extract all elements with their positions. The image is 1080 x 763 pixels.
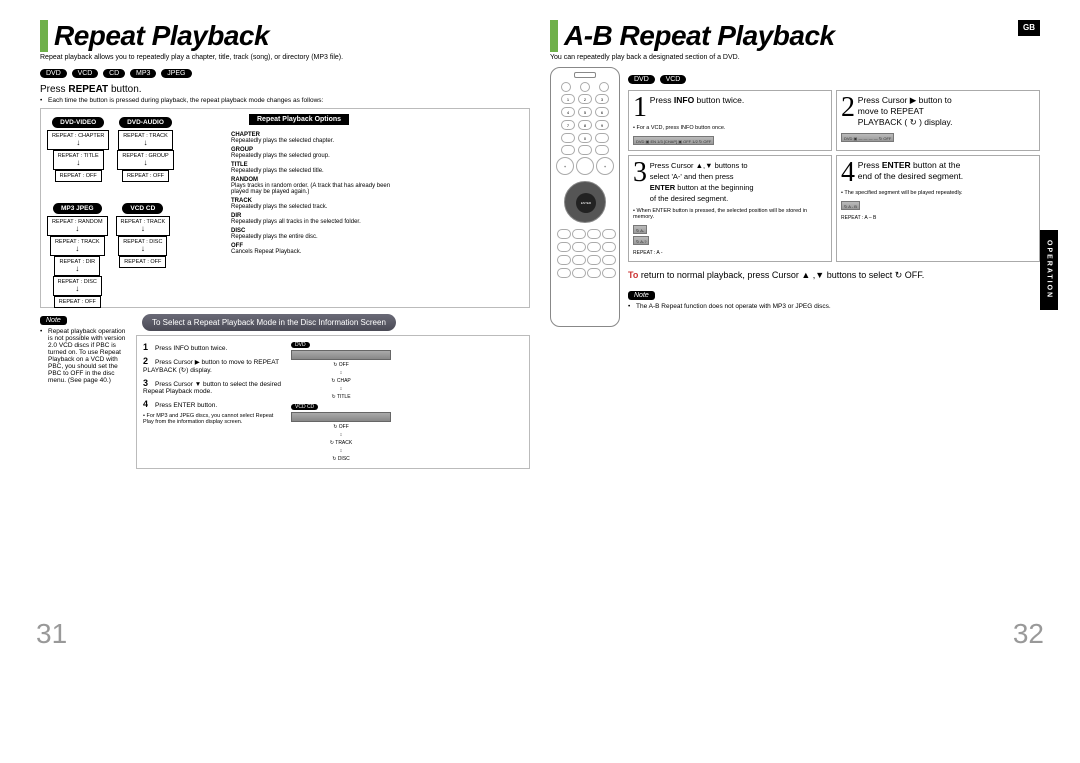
remote-control: 123 456 789 0 + + ENTER — [550, 67, 620, 327]
page-number-32: 32 — [1013, 618, 1044, 650]
ab-steps-grid: 1 Press INFO button twice. For a VCD, pr… — [628, 90, 1040, 262]
flow-dvd-video: DVD-VIDEO REPEAT : CHAPTER REPEAT : TITL… — [47, 115, 109, 182]
note-label-left: Note — [40, 316, 67, 325]
flow-vcd-cd: VCD CD REPEAT : TRACK REPEAT : DISC REPE… — [116, 201, 171, 308]
note-label-right: Note — [628, 291, 655, 300]
flow-mp3-jpeg: MP3 JPEG REPEAT : RANDOM REPEAT : TRACK … — [47, 201, 108, 308]
flow-diagram: DVD-VIDEO REPEAT : CHAPTER REPEAT : TITL… — [40, 108, 530, 308]
page-32: GB OPERATION A-B Repeat Playback You can… — [550, 20, 1040, 620]
pill-mp3: MP3 — [130, 69, 156, 78]
instruction-bullet-left: Each time the button is pressed during p… — [48, 97, 530, 104]
format-pills-right: DVD VCD — [628, 73, 1040, 84]
flow-dvd-audio: DVD-AUDIO REPEAT : TRACK REPEAT : GROUP … — [117, 115, 173, 182]
remote-enter: ENTER — [576, 193, 596, 213]
callout-disc-info: To Select a Repeat Playback Mode in the … — [142, 314, 396, 331]
return-to-normal: To return to normal playback, press Curs… — [628, 270, 1040, 281]
step-list: 1Press INFO button twice. 2Press Cursor … — [143, 342, 283, 462]
options-list: CHAPTERRepeatedly plays the selected cha… — [231, 132, 401, 255]
pill-jpeg: JPEG — [161, 69, 191, 78]
ab-step-3: 3 Press Cursor ▲,▼ buttons to select 'A-… — [628, 155, 832, 262]
pill-dvd: DVD — [40, 69, 67, 78]
title-right: A-B Repeat Playback — [564, 20, 1040, 52]
remote-dpad: ENTER — [564, 181, 606, 223]
section-header-right: A-B Repeat Playback — [550, 20, 1040, 52]
pill-vcd: VCD — [72, 69, 99, 78]
options-block: Repeat Playback Options CHAPTERRepeatedl… — [231, 113, 401, 257]
subtitle-right: You can repeatedly play back a designate… — [550, 54, 1040, 61]
note-block-left: Note Repeat playback operation is not po… — [40, 314, 130, 469]
instruction-left: Press REPEAT button. — [40, 84, 530, 95]
remote-numpad: 123 456 789 0 — [551, 94, 619, 143]
subtitle-left: Repeat playback allows you to repeatedly… — [40, 54, 530, 61]
ab-step-2: 2 Press Cursor ▶ button to move to REPEA… — [836, 90, 1040, 151]
note-block-right: Note The A-B Repeat function does not op… — [628, 289, 1040, 310]
section-header-left: Repeat Playback — [40, 20, 530, 52]
ab-step-1: 1 Press INFO button twice. For a VCD, pr… — [628, 90, 832, 151]
gb-badge: GB — [1018, 20, 1040, 36]
options-header: Repeat Playback Options — [249, 114, 349, 125]
ab-step-4: 4 Press ENTER button at the end of the d… — [836, 155, 1040, 262]
note-text-left: Repeat playback operation is not possibl… — [48, 328, 130, 384]
steps-diagram: DVD ↻ OFF ↕ ↻ CHAP ↕ ↻ TITLE VCD CD ↻ OF… — [291, 342, 391, 462]
format-pills-left: DVD VCD CD MP3 JPEG — [40, 67, 530, 78]
operation-tab: OPERATION — [1040, 230, 1058, 310]
steps-box: 1Press INFO button twice. 2Press Cursor … — [136, 335, 530, 469]
page-number-31: 31 — [36, 618, 67, 650]
pill-cd: CD — [103, 69, 125, 78]
note-text-right: The A-B Repeat function does not operate… — [636, 303, 1040, 310]
page-31: Repeat Playback Repeat playback allows y… — [40, 20, 530, 620]
title-left: Repeat Playback — [54, 20, 530, 52]
